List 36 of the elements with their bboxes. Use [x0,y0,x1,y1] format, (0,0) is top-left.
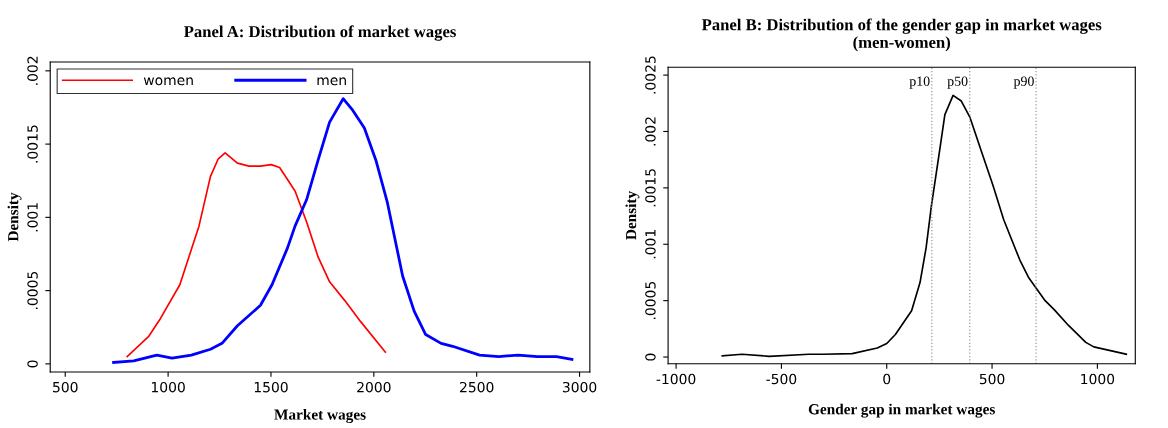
line-series [721,94,1128,358]
x-tick-label: 500 [53,381,78,393]
y-tick-label: .0005 [27,271,38,310]
line-series [112,97,574,364]
x-tick-label: 0 [883,373,891,385]
ref-line-label: p10 [909,76,930,89]
x-tick-label: 1500 [254,381,288,393]
y-tick-label: .0015 [27,125,38,163]
y-tick-label: .002 [645,117,656,146]
y-tick-label: .0025 [645,56,656,94]
y-tick-label: .001 [645,230,656,259]
legend-label: men [317,77,346,86]
x-tick-label: 2500 [460,381,494,393]
x-tick-label: -500 [766,373,797,385]
x-tick-label: -1000 [656,373,696,385]
legend-label: women [143,77,193,86]
chart-title: Panel B: Distribution of the gender gap in market wages (men-women) [701,18,1102,52]
y-tick-label: .001 [27,203,38,232]
chart-title: Panel A: Distribution of market wages [183,25,456,41]
x-tick-label: 500 [979,373,1005,385]
y-tick-label: .002 [27,56,38,85]
ref-line-label: p90 [1013,76,1034,89]
x-axis-title: Market wages [274,408,366,423]
y-tick-label: 0 [27,360,38,368]
y-axis-title: Density [625,191,640,240]
y-tick-label: 0 [645,353,656,361]
line-series [126,152,387,358]
x-tick-label: 3000 [562,381,597,393]
y-tick-label: .0015 [645,169,656,207]
x-tick-label: 1000 [151,381,185,393]
x-tick-label: 2000 [357,381,391,393]
y-axis-title: Density [7,192,22,242]
ref-line-label: p50 [947,76,968,89]
y-tick-label: .0005 [645,281,656,320]
x-axis-title: Gender gap in market wages [808,403,995,418]
x-tick-label: 1000 [1081,373,1115,385]
